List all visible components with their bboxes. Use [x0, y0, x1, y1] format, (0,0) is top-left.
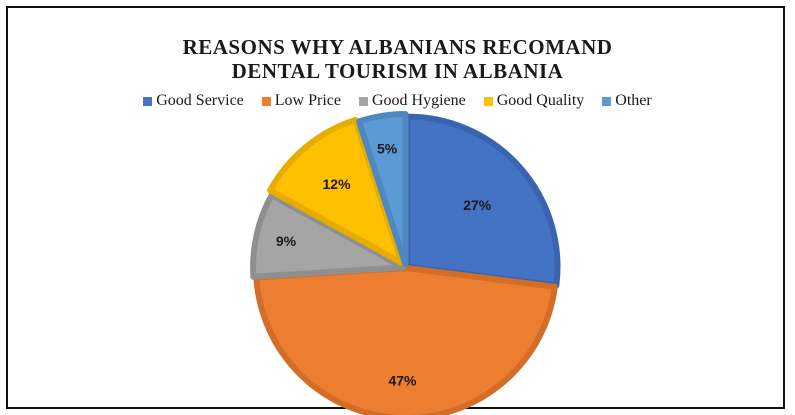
legend-swatch	[261, 96, 271, 106]
legend-item-good-service: Good Service	[143, 92, 244, 110]
pie-slices	[250, 111, 561, 415]
data-label-good-quality: 12%	[323, 176, 352, 192]
pie-data-labels: 27% 47% 9% 12% 5%	[276, 140, 492, 388]
pie-slice-good-quality	[267, 116, 405, 266]
legend-item-other: Other	[602, 92, 652, 110]
chart-title-line-1: REASONS WHY ALBANIANS RECOMAND	[182, 35, 613, 59]
legend-swatch	[358, 96, 368, 106]
legend-label: Good Quality	[496, 92, 585, 109]
pie-slice-low-price	[253, 265, 558, 415]
legend-label: Good Hygiene	[371, 92, 466, 109]
legend-item-good-hygiene: Good Hygiene	[358, 92, 466, 110]
data-label-good-hygiene: 9%	[276, 233, 297, 249]
chart-title-line-2: DENTAL TOURISM IN ALBANIA	[231, 59, 564, 83]
pie-slice-other	[356, 111, 409, 268]
legend-label: Good Service	[156, 92, 244, 109]
pie-slice-good-service	[404, 113, 561, 289]
legend-item-low-price: Low Price	[261, 92, 341, 110]
data-label-good-service: 27%	[463, 197, 492, 213]
legend-label: Other	[615, 92, 652, 109]
data-label-other: 5%	[377, 140, 398, 156]
legend-swatch	[602, 96, 612, 106]
data-label-low-price: 47%	[388, 372, 417, 388]
legend-swatch	[483, 96, 493, 106]
pie-slice-good-hygiene	[250, 192, 407, 280]
chart-legend: Good Service Low Price Good Hygiene Good…	[0, 92, 795, 110]
legend-swatch	[143, 96, 153, 106]
legend-item-good-quality: Good Quality	[483, 92, 585, 110]
legend-label: Low Price	[274, 92, 341, 109]
